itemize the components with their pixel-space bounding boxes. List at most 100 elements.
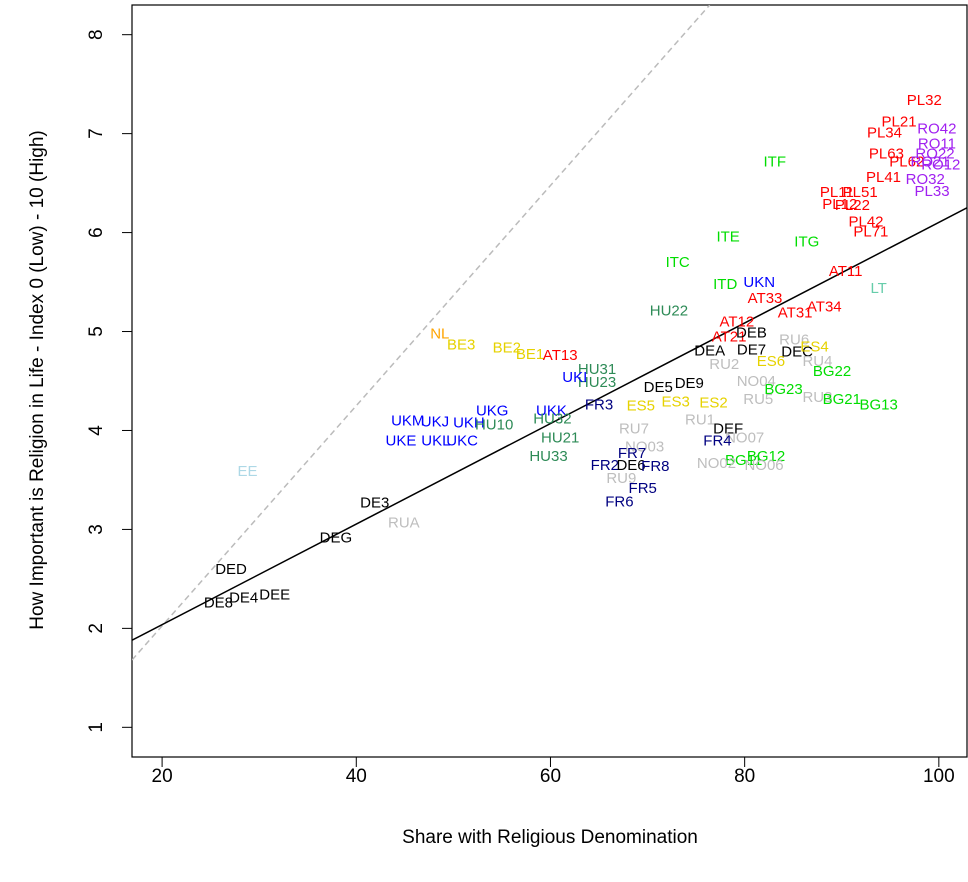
point-label: BG23 [764, 381, 802, 398]
point-label: BG12 [747, 448, 785, 465]
y-axis-title: How Important is Religion in Life - Inde… [27, 130, 48, 629]
point-label: FR2 [591, 457, 619, 474]
point-label: PL21 [882, 114, 917, 131]
point-label: AT21 [712, 328, 747, 345]
point-label: PL12 [822, 196, 857, 213]
point-label: BE2 [493, 339, 521, 356]
point-label: DEC [781, 343, 813, 360]
y-tick-label: 1 [86, 722, 107, 733]
plot-frame [131, 4, 968, 758]
point-label: RO11 [918, 135, 956, 152]
point-label: NO06 [744, 457, 783, 474]
x-tick-label: 80 [734, 766, 755, 787]
fit-line [132, 207, 967, 641]
point-label: DE6 [616, 457, 645, 474]
point-label: DEB [736, 324, 767, 341]
point-label: HU10 [475, 416, 513, 433]
point-label: PL41 [866, 169, 901, 186]
point-label: UKE [386, 432, 417, 449]
point-label: NO03 [625, 438, 664, 455]
point-label: AT11 [829, 263, 863, 280]
x-tick-label: 20 [152, 766, 173, 787]
point-label: RUA [388, 514, 420, 531]
point-label: HU21 [541, 429, 579, 446]
point-label: PL42 [848, 214, 883, 231]
point-label: DED [215, 561, 247, 578]
point-label: ES2 [699, 395, 727, 412]
point-label: HU32 [533, 411, 571, 428]
y-tick-label: 4 [86, 425, 107, 436]
point-label: PL34 [867, 125, 902, 142]
point-label: PL63 [869, 145, 904, 162]
point-label: ITG [794, 233, 819, 250]
point-label: PL62 [889, 153, 924, 170]
point-label: NO02 [697, 455, 736, 472]
y-tick-label: 5 [86, 326, 107, 337]
point-label: DEA [694, 342, 725, 359]
point-label: PL22 [835, 197, 870, 214]
point-label: RU6 [779, 331, 809, 348]
point-label: HU31 [578, 361, 616, 378]
point-label: DE8 [204, 595, 233, 612]
y-tick-label: 2 [86, 623, 107, 634]
point-label: BG13 [859, 397, 897, 414]
point-label: RU1 [685, 412, 715, 429]
point-label: PL71 [853, 224, 888, 241]
point-label: FR3 [585, 397, 613, 414]
point-label: NL [430, 325, 449, 342]
point-label: FR5 [629, 480, 657, 497]
point-label: HU33 [529, 448, 567, 465]
point-label: FR4 [703, 432, 731, 449]
point-label: UKL [421, 432, 450, 449]
y-tick-label: 8 [86, 29, 107, 40]
point-label: RO21 [911, 153, 950, 170]
point-label: UKN [743, 274, 775, 291]
point-label: BE1 [516, 346, 544, 363]
x-tick-label: 100 [923, 766, 955, 787]
point-label: PL32 [907, 92, 942, 109]
point-label: RU4 [802, 353, 832, 370]
point-label: PL33 [915, 183, 950, 200]
point-label: UKJ [421, 414, 449, 431]
x-axis-title: Share with Religious Denomination [402, 827, 698, 848]
point-label: DE3 [360, 495, 389, 512]
point-label: ES3 [662, 394, 690, 411]
point-label: ITD [713, 276, 737, 293]
point-label: BE3 [447, 336, 475, 353]
x-tick-label: 60 [540, 766, 561, 787]
point-label: ES6 [757, 353, 785, 370]
point-label: RO12 [921, 156, 960, 173]
point-label: EE [238, 463, 258, 480]
y-tick-label: 3 [86, 524, 107, 535]
y-tick-label: 6 [86, 227, 107, 238]
point-label: UKK [536, 403, 567, 420]
point-label: AT12 [720, 314, 755, 331]
point-label: RO42 [917, 121, 956, 138]
point-label: FR6 [605, 494, 633, 511]
point-label: PL51 [843, 184, 878, 201]
point-label: DE7 [737, 341, 766, 358]
x-tick-label: 40 [346, 766, 367, 787]
point-label: RO32 [906, 171, 945, 188]
point-label: AT13 [543, 347, 578, 364]
point-label: RU7 [619, 420, 649, 437]
point-label: AT31 [778, 305, 813, 322]
point-label: DEF [713, 420, 743, 437]
point-label: PL11 [820, 184, 854, 201]
point-label: LT [870, 280, 886, 297]
point-label: UKM [391, 413, 424, 430]
point-label: RO22 [915, 145, 954, 162]
point-label: RU5 [743, 391, 773, 408]
point-label: FR8 [641, 458, 669, 475]
point-label: AT33 [748, 290, 783, 307]
point-label: UKC [446, 432, 478, 449]
point-label: RU3 [802, 389, 832, 406]
point-label: UKH [453, 415, 485, 432]
point-label: ES5 [627, 398, 655, 415]
point-label: RU9 [606, 470, 636, 487]
point-label: HU23 [578, 374, 616, 391]
point-label: DE9 [675, 375, 704, 392]
point-label: UKG [476, 403, 509, 420]
point-label: ITF [764, 153, 787, 170]
